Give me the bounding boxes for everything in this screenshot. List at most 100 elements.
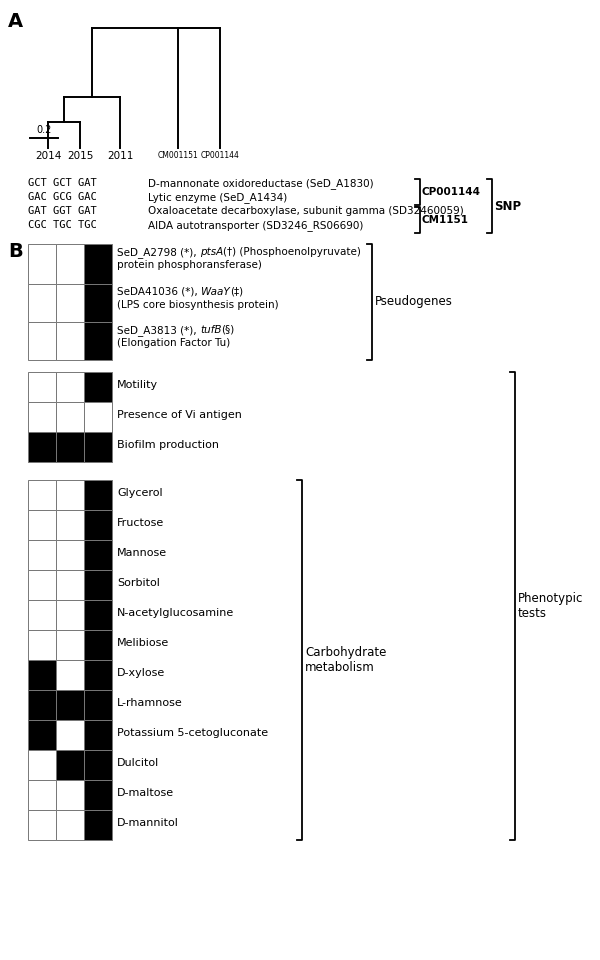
Bar — [56, 630, 84, 660]
Text: (‡): (‡) — [230, 287, 243, 297]
Text: CP001144: CP001144 — [200, 151, 239, 160]
Bar — [56, 660, 84, 690]
Bar — [56, 540, 84, 570]
Text: Glycerol: Glycerol — [117, 488, 163, 498]
Bar — [84, 540, 112, 570]
Text: (§): (§) — [221, 325, 235, 335]
Text: (†) (Phosphoenolpyruvate): (†) (Phosphoenolpyruvate) — [223, 247, 361, 257]
Text: 0.2: 0.2 — [37, 125, 52, 135]
Bar — [56, 284, 84, 322]
Bar — [28, 402, 56, 432]
Text: Phenotypic
tests: Phenotypic tests — [518, 592, 583, 620]
Bar — [84, 432, 112, 462]
Text: tufB: tufB — [200, 325, 221, 335]
Bar — [84, 284, 112, 322]
Bar — [84, 810, 112, 840]
Text: Pseudogenes: Pseudogenes — [375, 296, 453, 308]
Text: D-xylose: D-xylose — [117, 668, 165, 678]
Bar — [56, 244, 84, 284]
Bar — [28, 432, 56, 462]
Bar — [56, 402, 84, 432]
Bar — [28, 372, 56, 402]
Bar — [56, 322, 84, 360]
Bar — [56, 432, 84, 462]
Bar — [28, 284, 56, 322]
Bar — [56, 780, 84, 810]
Text: D-mannitol: D-mannitol — [117, 818, 179, 828]
Text: Oxaloacetate decarboxylase, subunit gamma (SD32460059): Oxaloacetate decarboxylase, subunit gamm… — [148, 206, 464, 216]
Bar — [56, 690, 84, 720]
Text: SeD_A3813 (*),: SeD_A3813 (*), — [117, 325, 200, 336]
Bar — [56, 720, 84, 750]
Text: L-rhamnose: L-rhamnose — [117, 698, 183, 708]
Text: AIDA autotransporter (SD3246_RS06690): AIDA autotransporter (SD3246_RS06690) — [148, 220, 364, 231]
Bar — [84, 600, 112, 630]
Bar — [28, 810, 56, 840]
Text: D-mannonate oxidoreductase (SeD_A1830): D-mannonate oxidoreductase (SeD_A1830) — [148, 178, 374, 189]
Bar — [28, 690, 56, 720]
Bar — [84, 780, 112, 810]
Bar — [84, 690, 112, 720]
Text: (LPS core biosynthesis protein): (LPS core biosynthesis protein) — [117, 300, 278, 310]
Text: WaaY: WaaY — [201, 287, 230, 297]
Bar — [28, 570, 56, 600]
Text: GAC GCG GAC: GAC GCG GAC — [28, 192, 97, 202]
Bar — [28, 750, 56, 780]
Text: B: B — [8, 242, 23, 261]
Text: D-maltose: D-maltose — [117, 788, 174, 798]
Bar — [84, 720, 112, 750]
Text: SNP: SNP — [494, 200, 521, 212]
Text: Presence of Vi antigen: Presence of Vi antigen — [117, 410, 242, 420]
Bar — [28, 600, 56, 630]
Text: 2015: 2015 — [67, 151, 93, 161]
Bar — [84, 630, 112, 660]
Bar — [56, 810, 84, 840]
Text: Sorbitol: Sorbitol — [117, 578, 160, 588]
Text: Carbohydrate
metabolism: Carbohydrate metabolism — [305, 646, 386, 674]
Text: Potassium 5-cetogluconate: Potassium 5-cetogluconate — [117, 728, 268, 738]
Bar — [28, 244, 56, 284]
Text: SeDA41036 (*),: SeDA41036 (*), — [117, 287, 201, 297]
Bar — [56, 750, 84, 780]
Bar — [84, 244, 112, 284]
Bar — [28, 780, 56, 810]
Bar — [84, 322, 112, 360]
Text: Mannose: Mannose — [117, 548, 167, 558]
Text: GCT GCT GAT: GCT GCT GAT — [28, 178, 97, 188]
Bar — [28, 322, 56, 360]
Bar — [28, 660, 56, 690]
Text: protein phosphoransferase): protein phosphoransferase) — [117, 260, 262, 270]
Text: Melibiose: Melibiose — [117, 638, 169, 648]
Text: 2011: 2011 — [107, 151, 133, 161]
Bar — [28, 630, 56, 660]
Bar — [56, 570, 84, 600]
Bar — [28, 510, 56, 540]
Text: SeD_A2798 (*),: SeD_A2798 (*), — [117, 247, 200, 258]
Text: (Elongation Factor Tu): (Elongation Factor Tu) — [117, 338, 230, 348]
Text: A: A — [8, 12, 23, 31]
Bar — [28, 720, 56, 750]
Bar — [56, 600, 84, 630]
Bar — [84, 402, 112, 432]
Text: Lytic enzyme (SeD_A1434): Lytic enzyme (SeD_A1434) — [148, 192, 287, 203]
Text: Biofilm production: Biofilm production — [117, 440, 219, 450]
Bar — [84, 372, 112, 402]
Bar — [56, 480, 84, 510]
Bar — [56, 372, 84, 402]
Text: CGC TGC TGC: CGC TGC TGC — [28, 220, 97, 230]
Text: CP001144: CP001144 — [422, 187, 481, 197]
Text: ptsA: ptsA — [200, 247, 223, 257]
Text: 2014: 2014 — [35, 151, 61, 161]
Text: CM1151: CM1151 — [422, 215, 469, 225]
Bar — [28, 480, 56, 510]
Text: Motility: Motility — [117, 380, 158, 390]
Text: CM001151: CM001151 — [158, 151, 199, 160]
Bar — [84, 750, 112, 780]
Bar — [84, 660, 112, 690]
Bar — [84, 570, 112, 600]
Bar — [84, 480, 112, 510]
Text: N-acetylglucosamine: N-acetylglucosamine — [117, 608, 234, 618]
Text: Dulcitol: Dulcitol — [117, 758, 159, 768]
Bar — [56, 510, 84, 540]
Text: Fructose: Fructose — [117, 518, 164, 528]
